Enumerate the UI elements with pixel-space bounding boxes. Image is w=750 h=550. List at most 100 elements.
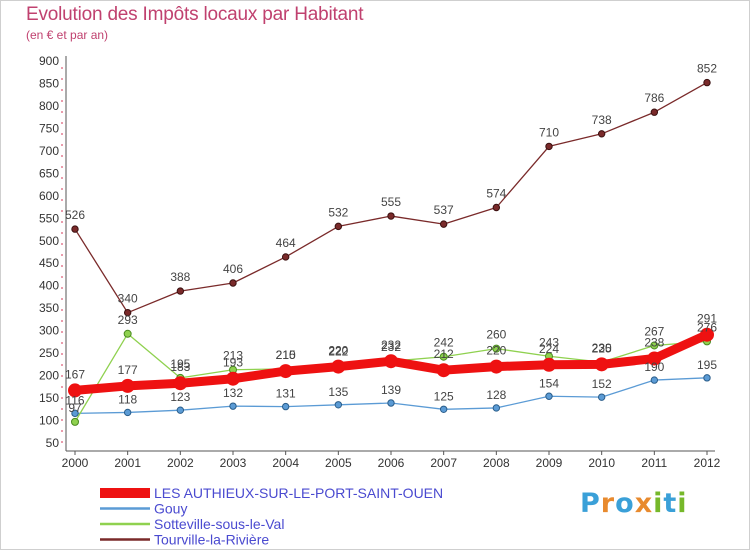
- data-label-tourville-la-rivi-re: 532: [328, 205, 348, 219]
- data-label-tourville-la-rivi-re: 537: [434, 203, 454, 217]
- data-label-gouy: 190: [644, 360, 664, 374]
- x-tick-label: 2006: [378, 456, 405, 470]
- y-tick-label: 600: [39, 189, 59, 203]
- data-label-les-authieux-sur-le-port-saint-ouen: 193: [223, 356, 243, 370]
- y-tick-label: 50: [46, 436, 60, 450]
- data-label-sotteville-sous-le-val: 230: [592, 341, 612, 355]
- data-label-gouy: 128: [486, 388, 506, 402]
- data-point-les-authieux-sur-le-port-saint-ouen: [226, 371, 240, 386]
- y-tick-label: 750: [39, 121, 59, 135]
- data-label-les-authieux-sur-le-port-saint-ouen: 220: [328, 344, 348, 358]
- data-label-tourville-la-rivi-re: 464: [276, 236, 296, 250]
- data-label-gouy: 118: [118, 392, 137, 406]
- chart-title: Evolution des Impôts locaux par Habitant: [26, 4, 364, 25]
- data-point-les-authieux-sur-le-port-saint-ouen: [278, 364, 293, 379]
- proxiti-logo: Proxiti: [580, 488, 688, 519]
- data-point-gouy: [71, 409, 79, 418]
- data-point-gouy: [281, 402, 290, 411]
- data-label-les-authieux-sur-le-port-saint-ouen: 225: [592, 341, 612, 355]
- data-point-tourville-la-rivi-re: [597, 130, 606, 138]
- data-label-les-authieux-sur-le-port-saint-ouen: 183: [170, 360, 190, 374]
- data-point-gouy: [176, 406, 185, 414]
- data-point-les-authieux-sur-le-port-saint-ouen: [68, 383, 82, 398]
- data-point-les-authieux-sur-le-port-saint-ouen: [436, 363, 451, 378]
- data-point-les-authieux-sur-le-port-saint-ouen: [647, 351, 662, 366]
- data-point-tourville-la-rivi-re: [703, 78, 711, 87]
- y-tick-label: 450: [39, 256, 59, 270]
- x-tick-label: 2002: [167, 456, 194, 470]
- y-tick-label: 100: [39, 414, 59, 428]
- data-label-les-authieux-sur-le-port-saint-ouen: 212: [434, 347, 454, 361]
- data-label-tourville-la-rivi-re: 710: [539, 125, 559, 139]
- data-label-tourville-la-rivi-re: 574: [486, 187, 506, 201]
- data-label-gouy: 152: [592, 377, 612, 391]
- legend-label-les-authieux-sur-le-port-saint-ouen: LES AUTHIEUX-SUR-LE-PORT-SAINT-OUEN: [154, 485, 443, 501]
- y-tick-label: 400: [39, 279, 59, 293]
- data-label-sotteville-sous-le-val: 243: [539, 335, 559, 349]
- data-point-tourville-la-rivi-re: [545, 142, 553, 151]
- y-tick-label: 350: [39, 301, 59, 315]
- x-tick-label: 2012: [694, 456, 721, 470]
- data-label-gouy: 116: [65, 393, 84, 407]
- legend: LES AUTHIEUX-SUR-LE-PORT-SAINT-OUENGouyS…: [100, 485, 443, 548]
- data-point-les-authieux-sur-le-port-saint-ouen: [542, 357, 556, 372]
- data-label-tourville-la-rivi-re: 852: [697, 62, 717, 76]
- data-point-sotteville-sous-le-val: [650, 341, 659, 350]
- data-label-sotteville-sous-le-val: 232: [381, 340, 401, 354]
- y-tick-label: 550: [39, 211, 59, 225]
- x-tick-label: 2011: [641, 456, 667, 470]
- data-label-sotteville-sous-le-val: 195: [170, 357, 190, 371]
- x-tick-label: 2001: [114, 456, 141, 470]
- series-layer: [68, 78, 714, 426]
- data-point-sotteville-sous-le-val: [439, 352, 448, 361]
- x-tick-label: 2003: [220, 456, 247, 470]
- data-point-gouy: [123, 408, 132, 417]
- data-point-tourville-la-rivi-re: [387, 212, 395, 220]
- data-label-sotteville-sous-le-val: 222: [328, 345, 348, 359]
- legend-label-gouy: Gouy: [154, 501, 187, 517]
- x-tick-label: 2009: [536, 456, 563, 470]
- legend-label-sotteville-sous-le-val: Sotteville-sous-le-Val: [154, 516, 284, 532]
- y-tick-label: 650: [39, 166, 59, 180]
- data-label-tourville-la-rivi-re: 388: [170, 270, 190, 284]
- y-tick-label: 200: [39, 369, 59, 383]
- data-point-les-authieux-sur-le-port-saint-ouen: [173, 376, 188, 391]
- data-label-sotteville-sous-le-val: 213: [223, 349, 243, 363]
- data-label-gouy: 132: [223, 386, 243, 400]
- data-point-tourville-la-rivi-re: [229, 279, 237, 287]
- data-label-sotteville-sous-le-val: 293: [118, 313, 138, 327]
- data-label-sotteville-sous-le-val: 267: [644, 324, 664, 338]
- legend-label-tourville-la-rivi-re: Tourville-la-Rivière: [154, 532, 269, 548]
- y-tick-label: 500: [39, 234, 59, 248]
- x-tick-label: 2000: [62, 456, 89, 470]
- x-tick-label: 2005: [325, 456, 352, 470]
- data-label-tourville-la-rivi-re: 555: [381, 195, 401, 209]
- data-point-gouy: [439, 405, 448, 413]
- data-label-gouy: 125: [434, 389, 454, 403]
- data-point-gouy: [229, 402, 237, 410]
- data-point-gouy: [387, 399, 395, 407]
- data-point-gouy: [597, 393, 606, 401]
- data-point-les-authieux-sur-le-port-saint-ouen: [384, 354, 398, 369]
- data-labels: 526 340 388 406 464 532 555 537 574 710 738 786 852 1…: [65, 62, 717, 415]
- data-label-gouy: 195: [697, 358, 717, 372]
- data-point-tourville-la-rivi-re: [334, 222, 343, 231]
- data-point-gouy: [545, 392, 553, 400]
- data-label-tourville-la-rivi-re: 526: [65, 208, 85, 222]
- data-label-les-authieux-sur-le-port-saint-ouen: 177: [118, 363, 138, 377]
- data-point-sotteville-sous-le-val: [492, 344, 501, 353]
- y-tick-label: 900: [39, 54, 59, 68]
- y-tick-label: 850: [39, 76, 59, 90]
- axes: 50 100 150 200 250 300 350 400 450 500 550 600 650 70…: [39, 54, 721, 470]
- data-label-les-authieux-sur-le-port-saint-ouen: 224: [539, 342, 559, 356]
- data-label-les-authieux-sur-le-port-saint-ouen: 291: [697, 312, 717, 326]
- data-label-tourville-la-rivi-re: 786: [644, 91, 664, 105]
- data-label-gouy: 139: [381, 383, 401, 397]
- data-label-les-authieux-sur-le-port-saint-ouen: 167: [65, 367, 85, 381]
- data-point-gouy: [334, 401, 343, 409]
- data-label-sotteville-sous-le-val: 276: [697, 320, 717, 334]
- data-label-les-authieux-sur-le-port-saint-ouen: 220: [486, 344, 506, 358]
- data-label-les-authieux-sur-le-port-saint-ouen: 210: [276, 348, 296, 362]
